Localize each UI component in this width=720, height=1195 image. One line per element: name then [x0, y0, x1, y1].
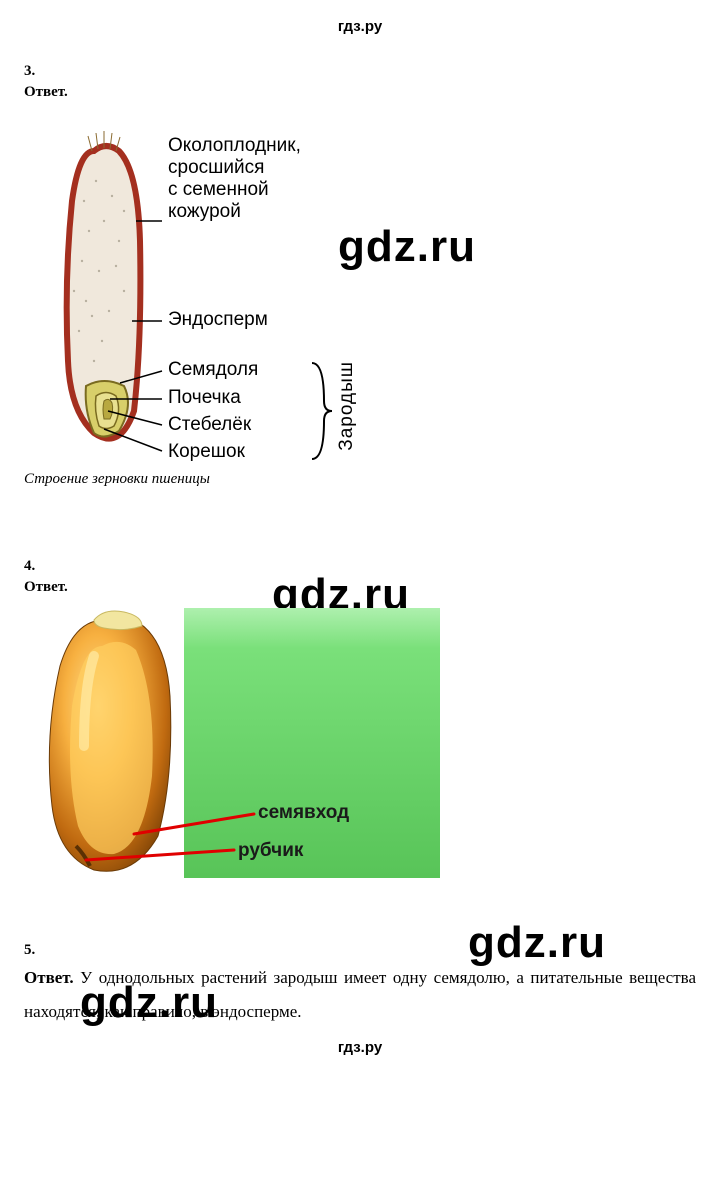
- label-cotyledon: Семядоля: [168, 359, 258, 381]
- answer-label-5: Ответ.: [24, 968, 74, 987]
- question-number-5: 5.: [24, 942, 696, 959]
- label-embryo-group: Зародыш: [336, 361, 358, 451]
- answer-5: Ответ. У однодольных растений зародыш им…: [24, 961, 696, 1029]
- label-radicle: Корешок: [168, 441, 245, 463]
- corn-grain-diagram: семявход рубчик: [24, 606, 444, 886]
- label-stemlet: Стебелёк: [168, 414, 251, 436]
- diagram1-caption: Строение зерновки пшеницы: [24, 471, 696, 488]
- answer-label-4: Ответ.: [24, 579, 696, 596]
- question-number-3: 3.: [24, 63, 696, 80]
- footer-brand: гдз.ру: [0, 1029, 720, 1056]
- page-content: 3. Ответ.: [0, 63, 720, 1029]
- label-endosperm: Эндосперм: [168, 309, 268, 331]
- label-plumule: Почечка: [168, 387, 241, 409]
- header-brand: гдз.ру: [0, 0, 720, 45]
- label-hilum: рубчик: [238, 840, 303, 862]
- wheat-grain-diagram: Околоплодник, сросшийся с семенной кожур…: [24, 111, 434, 461]
- answer-label-3: Ответ.: [24, 84, 696, 101]
- question-number-4: 4.: [24, 558, 696, 575]
- label-pericarp: Околоплодник, сросшийся с семенной кожур…: [168, 135, 301, 222]
- answer-5-text: У однодольных растений зародыш имеет одн…: [24, 968, 696, 1021]
- label-micropyle: семявход: [258, 802, 349, 824]
- corn-grain-svg: [24, 606, 444, 886]
